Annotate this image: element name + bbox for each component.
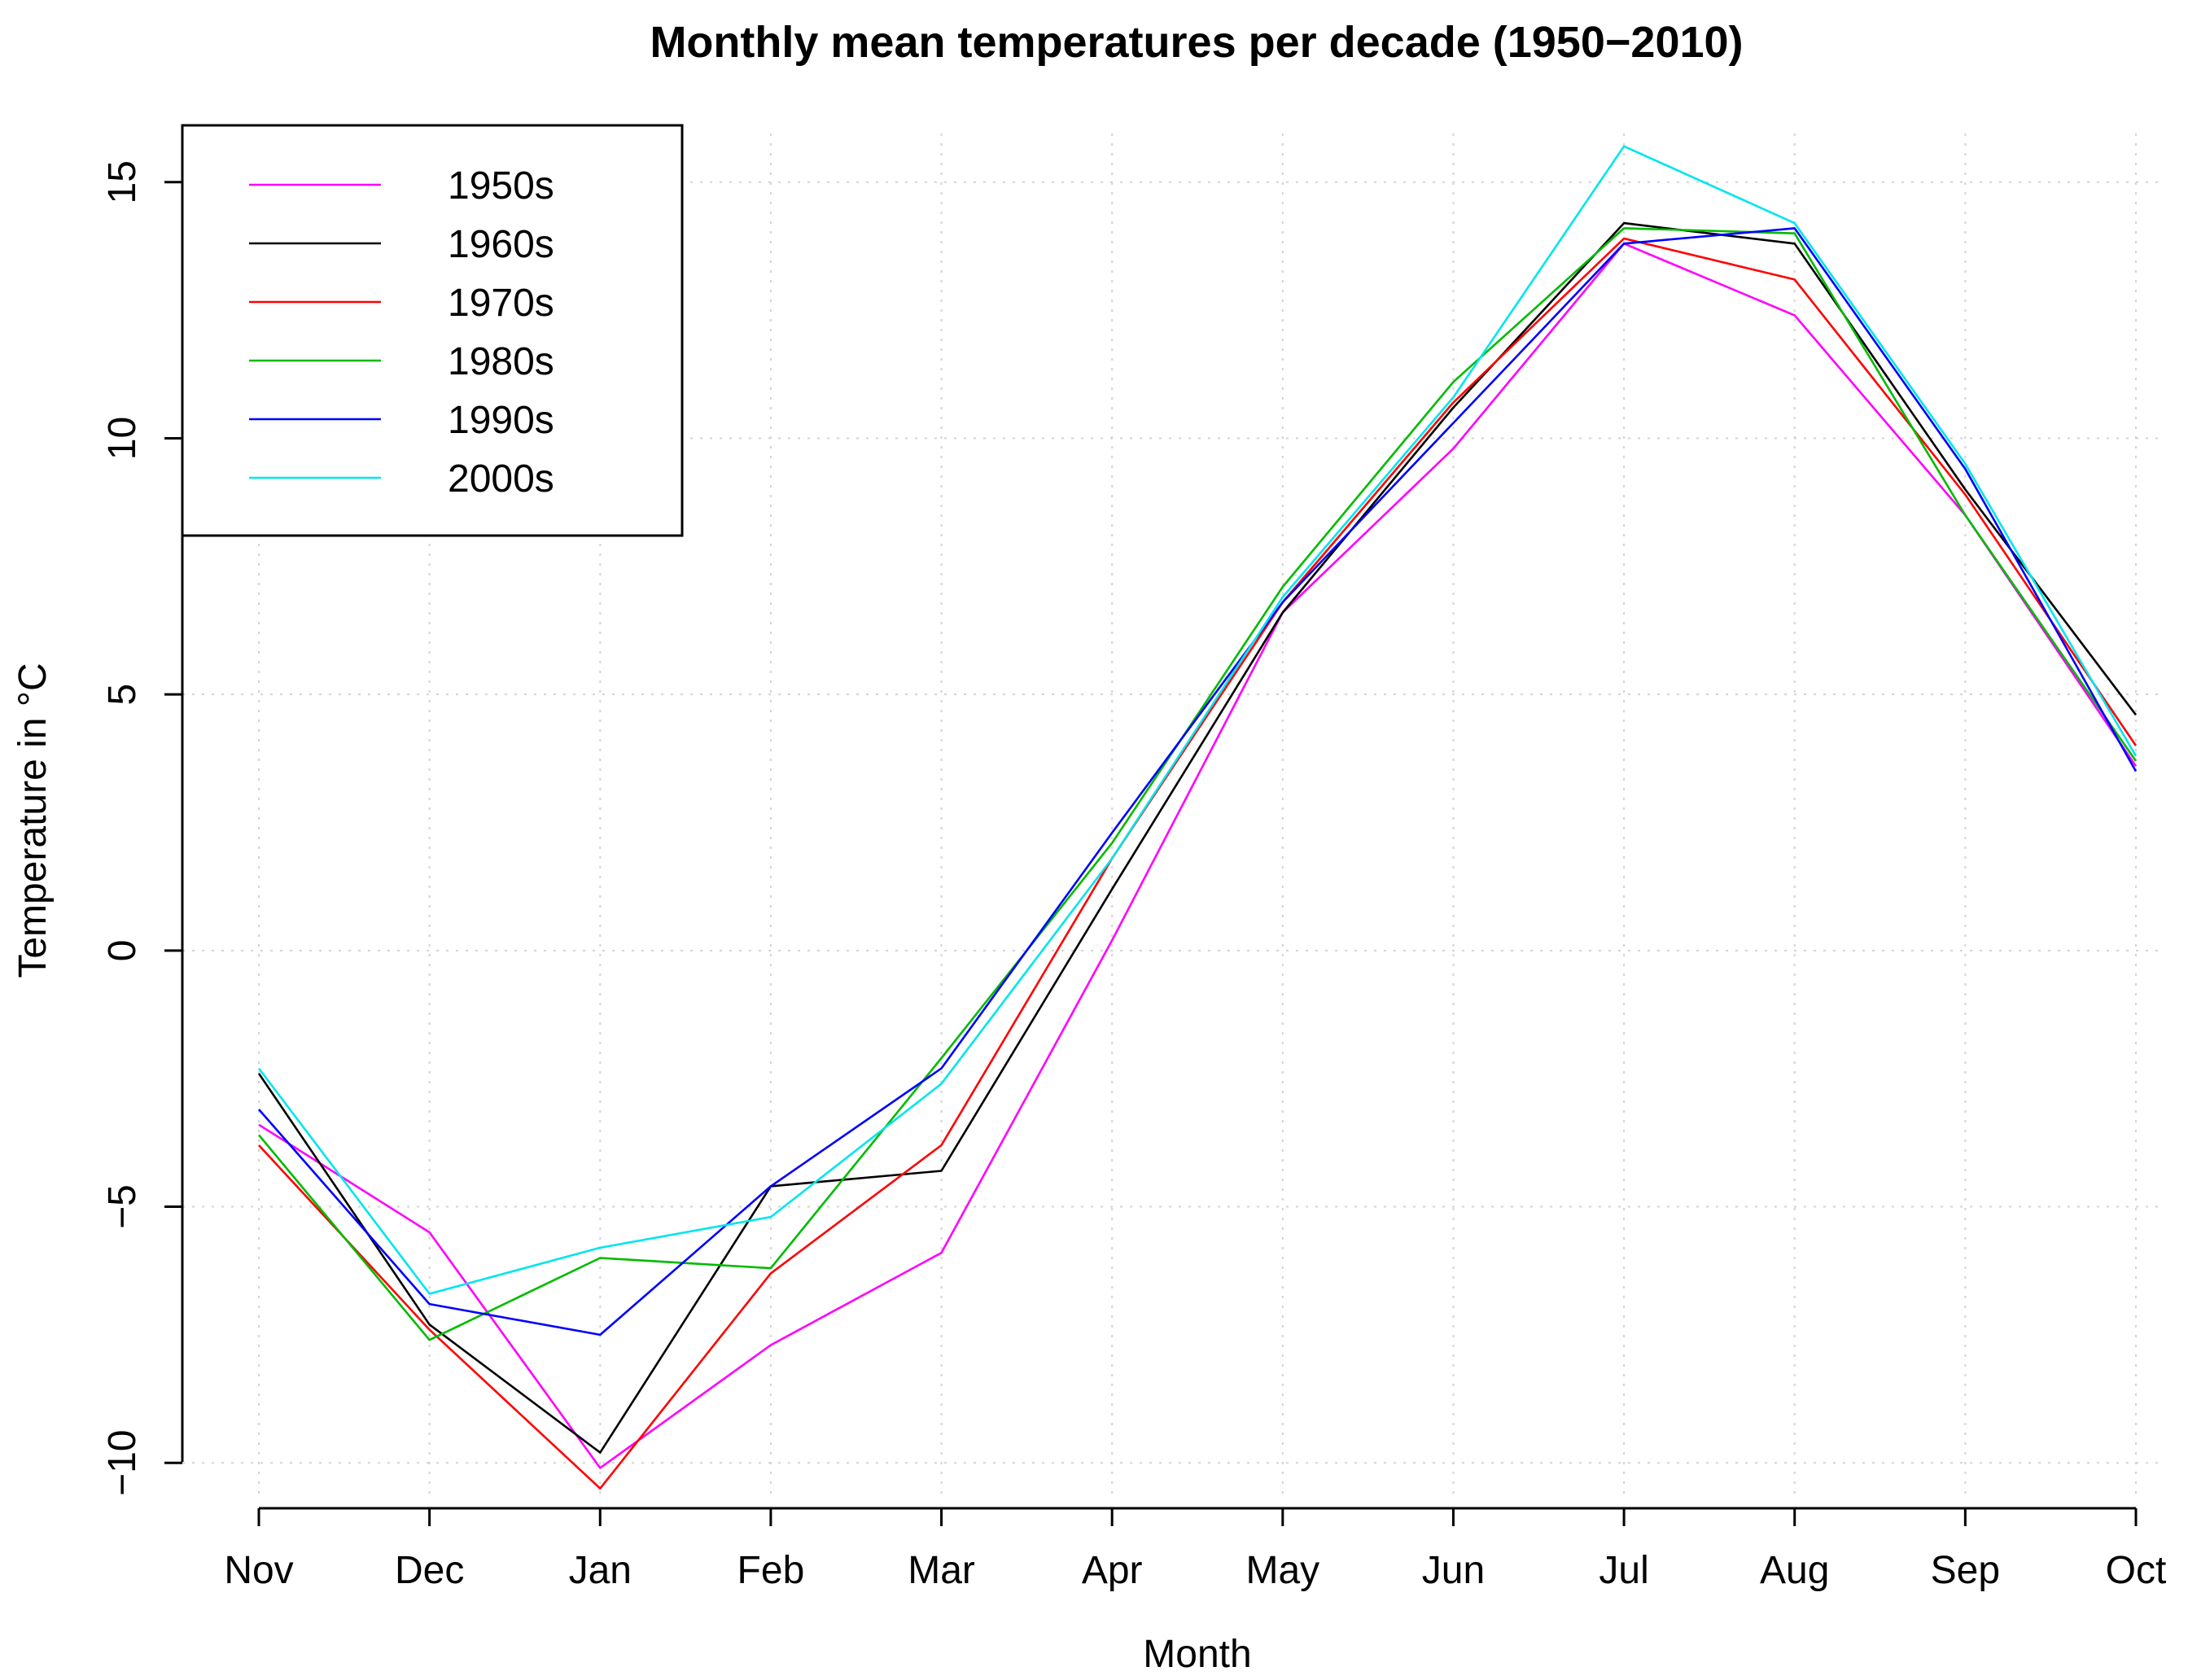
legend-label-1990s: 1990s <box>448 399 554 442</box>
legend-label-1950s: 1950s <box>448 164 554 208</box>
chart-title: Monthly mean temperatures per decade (19… <box>650 18 1743 67</box>
series-line-1970s <box>258 237 2138 1490</box>
series-line-1990s <box>258 227 2138 1337</box>
x-tick-label: Aug <box>1760 1549 1829 1592</box>
legend-label-1980s: 1980s <box>448 340 554 383</box>
x-tick-label: Jan <box>569 1549 632 1592</box>
series-lines <box>257 145 2138 1490</box>
series-line-1980s <box>258 227 2138 1341</box>
legend-label-1960s: 1960s <box>448 223 554 266</box>
y-tick-label: 15 <box>101 160 144 203</box>
y-tick-label: 0 <box>101 940 144 962</box>
y-tick-label: 5 <box>101 684 144 706</box>
x-tick-label: Jul <box>1599 1549 1648 1592</box>
legend: 1950s 1960s 1970s 1980s 1990s 2000s <box>181 124 684 537</box>
series-line-2000s <box>257 145 2138 1295</box>
y-axis-title: Temperature in °C <box>11 663 55 978</box>
legend-label-2000s: 2000s <box>448 457 554 501</box>
y-tick-label: −5 <box>101 1184 144 1229</box>
y-axis-ticks: −10 −5 0 5 10 15 <box>101 160 182 1496</box>
x-tick-label: May <box>1245 1549 1319 1592</box>
x-tick-label: Dec <box>395 1549 464 1592</box>
series-line-1960s <box>257 221 2138 1454</box>
x-tick-label: Mar <box>908 1549 975 1592</box>
x-tick-label: Sep <box>1931 1549 2000 1592</box>
series-line-1950s <box>258 242 2138 1469</box>
x-tick-label: Oct <box>2106 1549 2167 1592</box>
x-axis-ticks: Nov Dec Jan Feb Mar Apr May Jun Jul Aug Sep Oct <box>224 1508 2166 1592</box>
legend-label-1970s: 1970s <box>448 282 554 325</box>
legend-box <box>181 124 684 537</box>
y-tick-label: 10 <box>101 417 144 460</box>
x-tick-label: Feb <box>737 1549 805 1592</box>
y-tick-label: −10 <box>101 1430 144 1496</box>
x-tick-label: Nov <box>224 1549 293 1592</box>
x-tick-label: Jun <box>1422 1549 1485 1592</box>
grid <box>182 133 2165 1494</box>
x-tick-label: Apr <box>1082 1549 1143 1592</box>
x-axis-title: Month <box>1143 1633 1251 1676</box>
